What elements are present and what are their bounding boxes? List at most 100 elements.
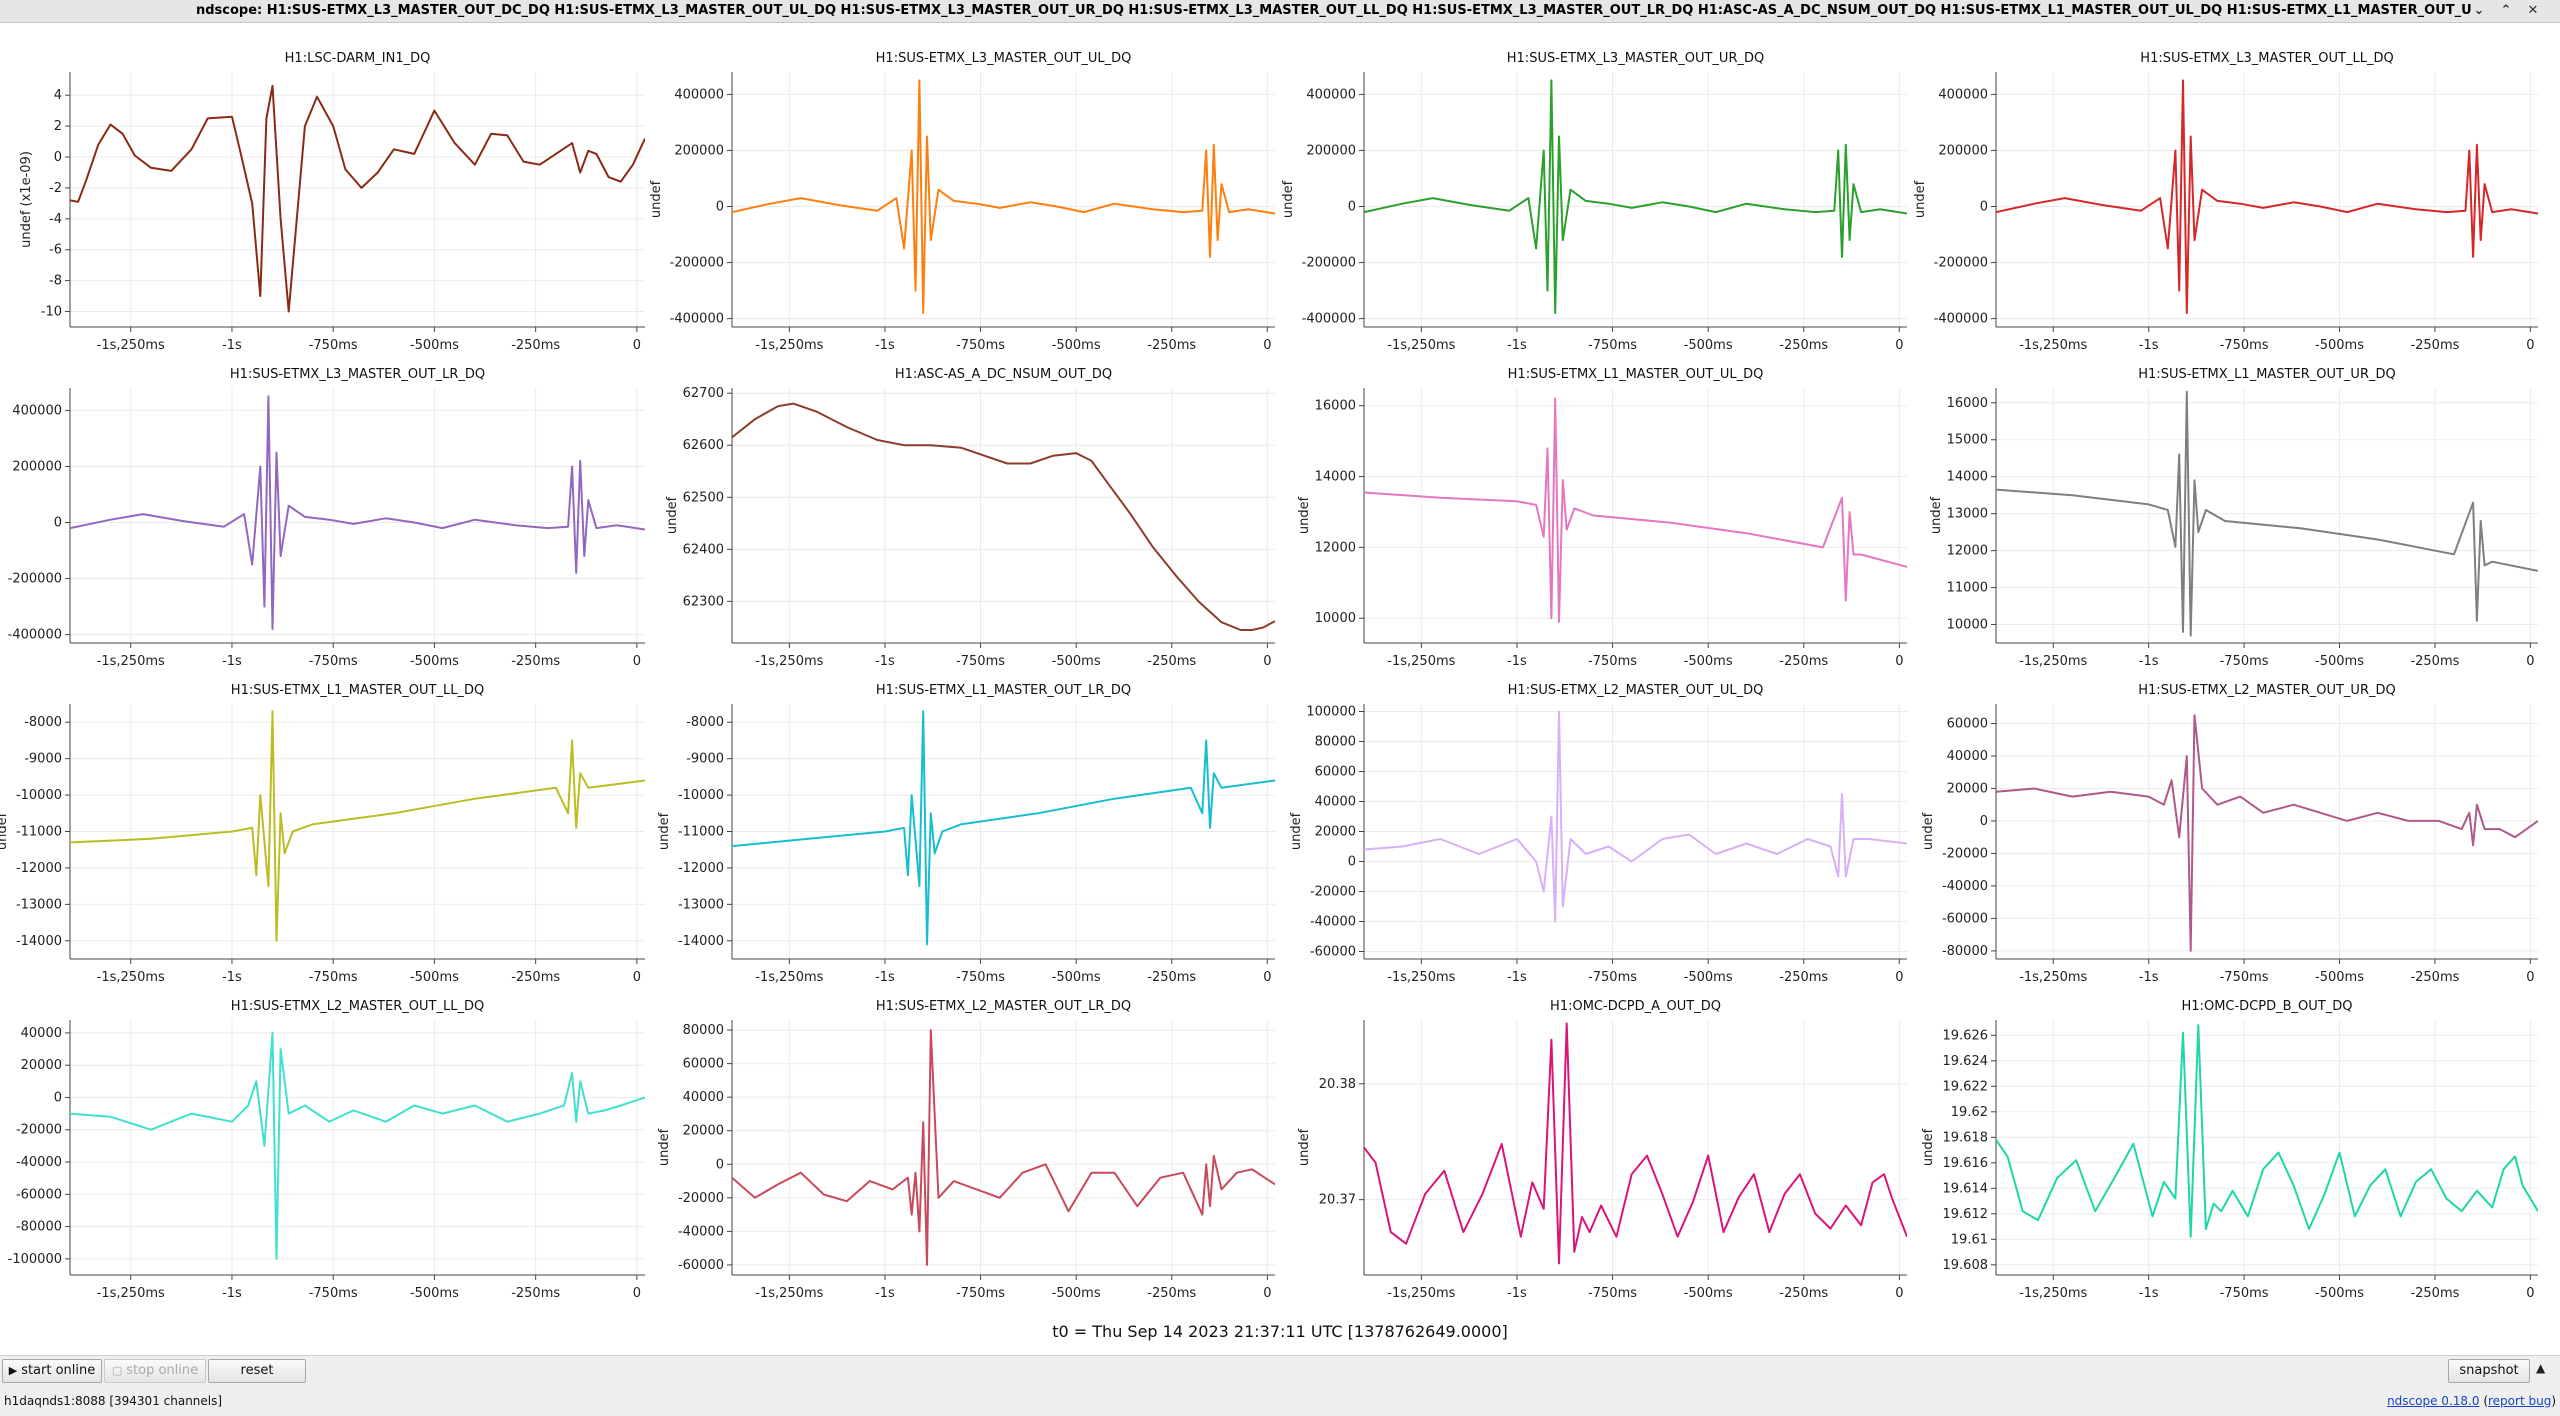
- y-axis-label: undef: [0, 812, 10, 850]
- y-tick-label: -11000: [678, 825, 724, 840]
- x-tick-label: -250ms: [1147, 1286, 1196, 1301]
- x-tick-label: 0: [2526, 1286, 2534, 1301]
- y-tick-label: 20.38: [1319, 1077, 1356, 1092]
- x-tick-label: -750ms: [1588, 1286, 1637, 1301]
- x-tick-label: -750ms: [956, 1286, 1005, 1301]
- y-tick-label: 19.616: [1943, 1156, 1989, 1171]
- plot-panel[interactable]: H1:LSC-DARM_IN1_DQ -1s,250ms -1s -750ms -500…: [19, 51, 645, 353]
- version-info: ndscope 0.18.0 (report bug): [2387, 1394, 2556, 1408]
- reset-button[interactable]: reset: [208, 1359, 306, 1383]
- close-icon[interactable]: ✕: [2527, 3, 2539, 18]
- series-line: [1996, 1024, 2538, 1238]
- plot-title: H1:SUS-ETMX_L2_MASTER_OUT_LR_DQ: [876, 999, 1131, 1014]
- y-tick-label: -60000: [16, 1187, 62, 1202]
- plot-title: H1:SUS-ETMX_L1_MASTER_OUT_LR_DQ: [876, 683, 1131, 698]
- y-tick-label: 16000: [1947, 396, 1988, 411]
- x-tick-label: -1s,250ms: [1387, 654, 1455, 669]
- y-axis-label: undef (x1e-09): [19, 151, 34, 248]
- y-tick-label: 19.618: [1943, 1130, 1989, 1145]
- y-tick-label: 0: [54, 516, 62, 531]
- chevron-up-icon[interactable]: ⌃: [2500, 3, 2512, 18]
- x-tick-label: -1s,250ms: [2019, 338, 2087, 353]
- x-tick-label: -1s,250ms: [755, 970, 823, 985]
- plot-panel[interactable]: H1:SUS-ETMX_L2_MASTER_OUT_LL_DQ -1s,250ms…: [0, 999, 645, 1301]
- plot-panel[interactable]: H1:SUS-ETMX_L2_MASTER_OUT_UL_DQ -1s,250ms…: [1289, 683, 1907, 985]
- y-axis-label: undef: [1297, 1128, 1312, 1166]
- series-line: [732, 710, 1275, 946]
- y-tick-label: 400000: [1938, 87, 1988, 102]
- x-tick-label: -750ms: [2220, 338, 2269, 353]
- plot-panel[interactable]: H1:SUS-ETMX_L1_MASTER_OUT_UL_DQ -1s,250ms…: [1297, 367, 1907, 669]
- y-tick-label: -200000: [670, 256, 724, 271]
- x-tick-label: 0: [2526, 654, 2534, 669]
- x-tick-label: -250ms: [1147, 338, 1196, 353]
- plot-title: H1:SUS-ETMX_L2_MASTER_OUT_LL_DQ: [231, 999, 484, 1014]
- x-tick-label: -500ms: [410, 338, 459, 353]
- control-bar: ▶ start online ▢ stop online reset snapsho…: [0, 1355, 2560, 1416]
- y-tick-label: -60000: [1310, 945, 1356, 960]
- plot-panel[interactable]: H1:SUS-ETMX_L3_MASTER_OUT_UL_DQ -1s,250ms…: [649, 51, 1275, 353]
- x-tick-label: -1s,250ms: [755, 1286, 823, 1301]
- y-tick-label: 2: [54, 119, 62, 134]
- y-tick-label: 0: [716, 200, 724, 215]
- x-tick-label: 0: [1895, 1286, 1903, 1301]
- plot-title: H1:SUS-ETMX_L1_MASTER_OUT_UL_DQ: [1508, 367, 1764, 382]
- y-tick-label: -400000: [8, 628, 62, 643]
- y-tick-label: 400000: [674, 87, 724, 102]
- x-tick-label: -1s: [875, 1286, 895, 1301]
- plot-panel[interactable]: H1:OMC-DCPD_B_OUT_DQ -1s,250ms -1s -750ms -5…: [1921, 999, 2538, 1301]
- x-tick-label: -1s: [2139, 338, 2159, 353]
- y-axis-label: undef: [0, 1128, 2, 1166]
- y-tick-label: 14000: [1947, 470, 1988, 485]
- x-tick-label: -1s,250ms: [1387, 1286, 1455, 1301]
- plots-svg[interactable]: H1:LSC-DARM_IN1_DQ -1s,250ms -1s -750ms -500…: [0, 22, 2560, 1322]
- report-bug-link[interactable]: report bug: [2488, 1394, 2552, 1408]
- x-tick-label: -250ms: [2410, 338, 2459, 353]
- plot-title: H1:OMC-DCPD_B_OUT_DQ: [2182, 999, 2353, 1014]
- plot-title: H1:SUS-ETMX_L3_MASTER_OUT_LL_DQ: [2140, 51, 2393, 66]
- y-tick-label: 14000: [1315, 470, 1356, 485]
- plot-panel[interactable]: H1:SUS-ETMX_L1_MASTER_OUT_LL_DQ -1s,250ms…: [0, 683, 645, 985]
- t0-label: t0 = Thu Sep 14 2023 21:37:11 UTC [13787…: [1052, 1322, 1508, 1341]
- x-tick-label: -250ms: [511, 970, 560, 985]
- plot-panel[interactable]: H1:SUS-ETMX_L3_MASTER_OUT_LR_DQ -1s,250ms…: [0, 367, 645, 669]
- y-tick-label: -40000: [678, 1224, 724, 1239]
- x-tick-label: -250ms: [2410, 1286, 2459, 1301]
- plot-panel[interactable]: H1:OMC-DCPD_A_OUT_DQ -1s,250ms -1s -750ms -5…: [1297, 999, 1907, 1301]
- start-online-button[interactable]: ▶ start online: [2, 1359, 102, 1383]
- y-axis-label: undef: [0, 496, 2, 534]
- plot-panel[interactable]: H1:SUS-ETMX_L2_MASTER_OUT_UR_DQ -1s,250ms…: [1921, 683, 2538, 985]
- series-line: [1996, 79, 2538, 314]
- y-tick-label: -11000: [16, 825, 62, 840]
- snapshot-button[interactable]: snapshot: [2448, 1359, 2530, 1383]
- plot-panel[interactable]: H1:SUS-ETMX_L3_MASTER_OUT_LL_DQ -1s,250ms…: [1913, 51, 2538, 353]
- y-tick-label: 40000: [683, 1090, 724, 1105]
- chevron-down-icon[interactable]: ⌄: [2473, 3, 2485, 18]
- plot-title: H1:SUS-ETMX_L3_MASTER_OUT_UR_DQ: [1507, 51, 1764, 66]
- window-titlebar[interactable]: ndscope: H1:SUS-ETMX_L3_MASTER_OUT_DC_DQ…: [0, 0, 2560, 23]
- x-tick-label: -1s: [1507, 1286, 1527, 1301]
- y-tick-label: -60000: [1942, 911, 1988, 926]
- plot-panel[interactable]: H1:SUS-ETMX_L2_MASTER_OUT_LR_DQ -1s,250ms…: [657, 999, 1275, 1301]
- plot-grid[interactable]: H1:LSC-DARM_IN1_DQ -1s,250ms -1s -750ms -500…: [0, 22, 2560, 1352]
- plot-panel[interactable]: H1:SUS-ETMX_L1_MASTER_OUT_LR_DQ -1s,250ms…: [657, 683, 1275, 985]
- stop-online-button[interactable]: ▢ stop online: [104, 1359, 206, 1383]
- y-tick-label: 16000: [1315, 399, 1356, 414]
- y-tick-label: -100000: [8, 1252, 62, 1267]
- y-tick-label: -10: [41, 305, 62, 320]
- plot-panel[interactable]: H1:SUS-ETMX_L3_MASTER_OUT_UR_DQ -1s,250ms…: [1281, 51, 1907, 353]
- y-tick-label: 40000: [1315, 795, 1356, 810]
- plot-panel[interactable]: H1:SUS-ETMX_L1_MASTER_OUT_UR_DQ -1s,250ms…: [1929, 367, 2538, 669]
- x-tick-label: -1s: [1507, 654, 1527, 669]
- y-tick-label: 100000: [1306, 705, 1356, 720]
- series-line: [732, 402, 1275, 631]
- y-tick-label: -400000: [670, 312, 724, 327]
- x-tick-label: -250ms: [1147, 654, 1196, 669]
- y-tick-label: -200000: [1934, 256, 1988, 271]
- y-tick-label: 0: [716, 1157, 724, 1172]
- y-tick-label: -13000: [16, 897, 62, 912]
- version-link[interactable]: ndscope 0.18.0: [2387, 1394, 2480, 1408]
- plot-panel[interactable]: H1:ASC-AS_A_DC_NSUM_OUT_DQ -1s,250ms -1s -7…: [665, 367, 1275, 669]
- triangle-up-icon[interactable]: ▲: [2536, 1361, 2546, 1375]
- x-tick-label: -250ms: [511, 1286, 560, 1301]
